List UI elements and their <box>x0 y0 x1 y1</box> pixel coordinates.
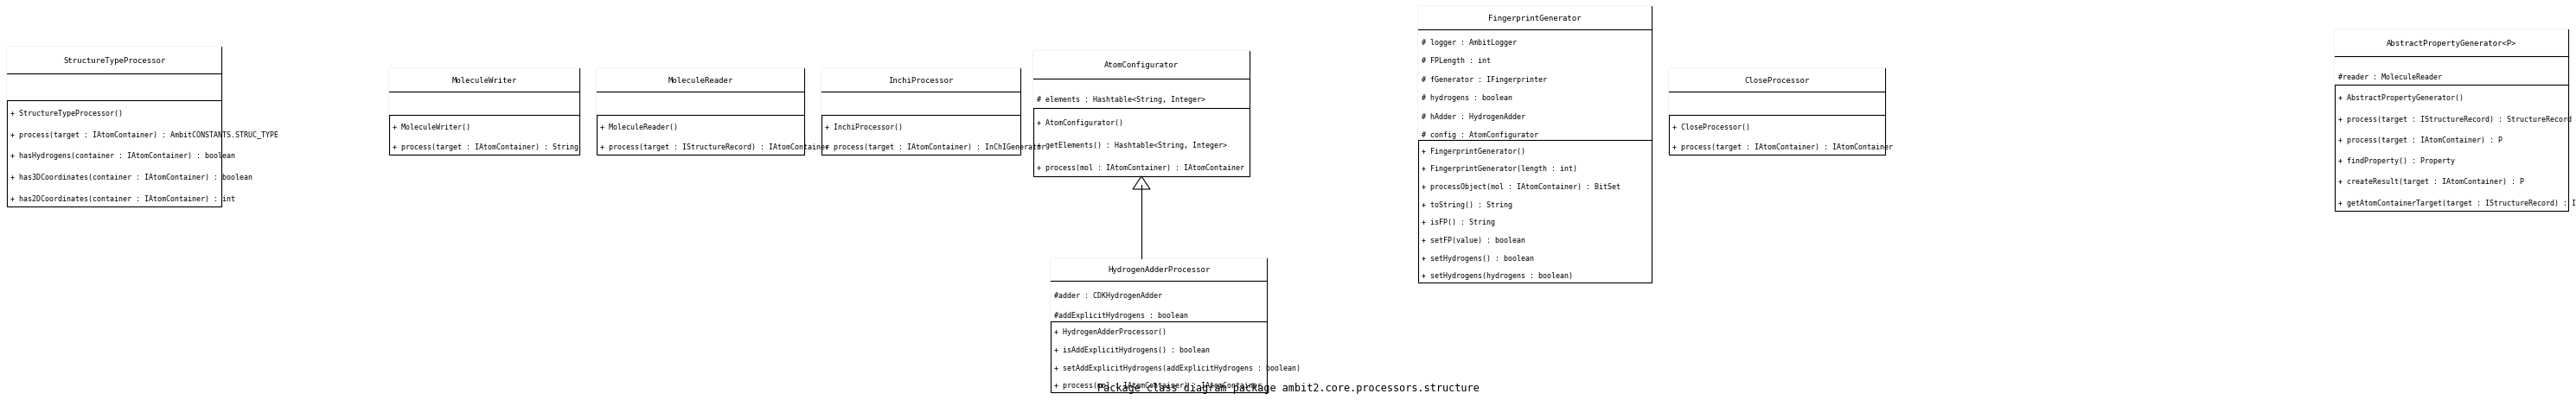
Text: + createResult(target : IAtomContainer) : P: + createResult(target : IAtomContainer) … <box>2339 178 2524 186</box>
Text: InchiProcessor: InchiProcessor <box>889 77 953 84</box>
Text: MoleculeReader: MoleculeReader <box>667 77 734 84</box>
Bar <box>1669 69 1886 155</box>
Text: Package class diagram package ambit2.core.processors.structure: Package class diagram package ambit2.cor… <box>1097 382 1479 393</box>
Bar <box>1669 92 1886 115</box>
Text: + getAtomContainerTarget(target : IStructureRecord) : IAtomContainer: + getAtomContainerTarget(target : IStruc… <box>2339 199 2576 207</box>
Text: + process(target : IStructureRecord) : IAtomContainer: + process(target : IStructureRecord) : I… <box>600 143 829 151</box>
Bar <box>1051 281 1267 321</box>
Text: + processObject(mol : IAtomContainer) : BitSet: + processObject(mol : IAtomContainer) : … <box>1422 183 1620 190</box>
Bar <box>389 92 580 115</box>
Bar <box>8 74 222 101</box>
Text: + hasHydrogens(container : IAtomContainer) : boolean: + hasHydrogens(container : IAtomContaine… <box>10 152 234 160</box>
Bar <box>822 92 1020 115</box>
Text: + AtomConfigurator(): + AtomConfigurator() <box>1036 118 1123 126</box>
Text: + FingerprintGenerator(): + FingerprintGenerator() <box>1422 147 1525 155</box>
Text: #adder : CDKHydrogenAdder: #adder : CDKHydrogenAdder <box>1054 291 1162 299</box>
Bar <box>2334 30 2568 211</box>
Text: AtomConfigurator: AtomConfigurator <box>1105 62 1180 69</box>
Text: + setHydrogens(hydrogens : boolean): + setHydrogens(hydrogens : boolean) <box>1422 272 1574 280</box>
Text: + FingerprintGenerator(length : int): + FingerprintGenerator(length : int) <box>1422 165 1577 173</box>
Text: # hydrogens : boolean: # hydrogens : boolean <box>1422 94 1512 102</box>
Text: + MoleculeReader(): + MoleculeReader() <box>600 123 677 131</box>
Text: + getElements() : Hashtable<String, Integer>: + getElements() : Hashtable<String, Inte… <box>1036 141 1226 149</box>
Text: + has2DCoordinates(container : IAtomContainer) : int: + has2DCoordinates(container : IAtomCont… <box>10 194 234 202</box>
Text: + process(target : IStructureRecord) : StructureRecord: + process(target : IStructureRecord) : S… <box>2339 115 2571 123</box>
Text: + findProperty() : Property: + findProperty() : Property <box>2339 157 2455 165</box>
Bar <box>389 69 580 92</box>
Bar <box>389 69 580 155</box>
Bar <box>1033 52 1249 177</box>
Text: + InchiProcessor(): + InchiProcessor() <box>824 123 902 131</box>
Bar <box>1419 7 1651 283</box>
Text: # fGenerator : IFingerprinter: # fGenerator : IFingerprinter <box>1422 76 1548 84</box>
Bar <box>598 69 804 92</box>
Text: + has3DCoordinates(container : IAtomContainer) : boolean: + has3DCoordinates(container : IAtomCont… <box>10 173 252 181</box>
Text: + setHydrogens() : boolean: + setHydrogens() : boolean <box>1422 254 1535 262</box>
Bar <box>1419 7 1651 30</box>
Bar <box>1419 30 1651 140</box>
Bar <box>1033 79 1249 109</box>
Text: + HydrogenAdderProcessor(): + HydrogenAdderProcessor() <box>1054 328 1167 336</box>
Bar <box>8 48 222 74</box>
Text: # logger : AmbitLogger: # logger : AmbitLogger <box>1422 39 1517 46</box>
Text: # config : AtomConfigurator: # config : AtomConfigurator <box>1422 131 1538 139</box>
Text: + process(target : IAtomContainer) : P: + process(target : IAtomContainer) : P <box>2339 136 2501 144</box>
Text: + process(target : IAtomContainer) : AmbitCONSTANTS.STRUC_TYPE: + process(target : IAtomContainer) : Amb… <box>10 131 278 139</box>
Text: + setFP(value) : boolean: + setFP(value) : boolean <box>1422 236 1525 244</box>
Bar <box>2334 57 2568 86</box>
Text: + toString() : String: + toString() : String <box>1422 200 1512 208</box>
Bar <box>1051 259 1267 281</box>
Text: + process(target : IAtomContainer) : String: + process(target : IAtomContainer) : Str… <box>392 143 580 151</box>
Text: + isAddExplicitHydrogens() : boolean: + isAddExplicitHydrogens() : boolean <box>1054 346 1211 354</box>
Text: FingerprintGenerator: FingerprintGenerator <box>1489 14 1582 22</box>
Text: #addExplicitHydrogens : boolean: #addExplicitHydrogens : boolean <box>1054 311 1188 319</box>
Text: + AbstractPropertyGenerator(): + AbstractPropertyGenerator() <box>2339 94 2463 102</box>
Bar <box>8 48 222 207</box>
Text: MoleculeWriter: MoleculeWriter <box>451 77 518 84</box>
Text: # FPLength : int: # FPLength : int <box>1422 57 1492 65</box>
Bar <box>1033 52 1249 79</box>
Text: CloseProcessor: CloseProcessor <box>1744 77 1808 84</box>
Bar <box>822 69 1020 155</box>
Text: + process(target : IAtomContainer) : IAtomContainer: + process(target : IAtomContainer) : IAt… <box>1672 143 1893 151</box>
Bar <box>598 92 804 115</box>
Text: + MoleculeWriter(): + MoleculeWriter() <box>392 123 471 131</box>
Text: + process(mol : IAtomContainer) : IAtomContainer: + process(mol : IAtomContainer) : IAtomC… <box>1054 381 1262 389</box>
Text: # hAdder : HydrogenAdder: # hAdder : HydrogenAdder <box>1422 112 1525 120</box>
Text: + isFP() : String: + isFP() : String <box>1422 218 1494 226</box>
Bar <box>2334 30 2568 57</box>
Text: AbstractPropertyGenerator<P>: AbstractPropertyGenerator<P> <box>2385 40 2517 47</box>
Text: # elements : Hashtable<String, Integer>: # elements : Hashtable<String, Integer> <box>1036 96 1206 104</box>
Bar <box>598 69 804 155</box>
Text: + process(target : IAtomContainer) : InChIGenerator: + process(target : IAtomContainer) : InC… <box>824 143 1046 151</box>
Bar <box>1669 69 1886 92</box>
Text: StructureTypeProcessor: StructureTypeProcessor <box>62 57 165 65</box>
Text: #reader : MoleculeReader: #reader : MoleculeReader <box>2339 73 2442 81</box>
Text: + StructureTypeProcessor(): + StructureTypeProcessor() <box>10 110 124 118</box>
Bar <box>822 69 1020 92</box>
Text: + setAddExplicitHydrogens(addExplicitHydrogens : boolean): + setAddExplicitHydrogens(addExplicitHyd… <box>1054 364 1301 371</box>
Text: HydrogenAdderProcessor: HydrogenAdderProcessor <box>1108 266 1211 274</box>
Bar <box>1051 259 1267 392</box>
Text: + process(mol : IAtomContainer) : IAtomContainer: + process(mol : IAtomContainer) : IAtomC… <box>1036 164 1244 172</box>
Text: + CloseProcessor(): + CloseProcessor() <box>1672 123 1749 131</box>
